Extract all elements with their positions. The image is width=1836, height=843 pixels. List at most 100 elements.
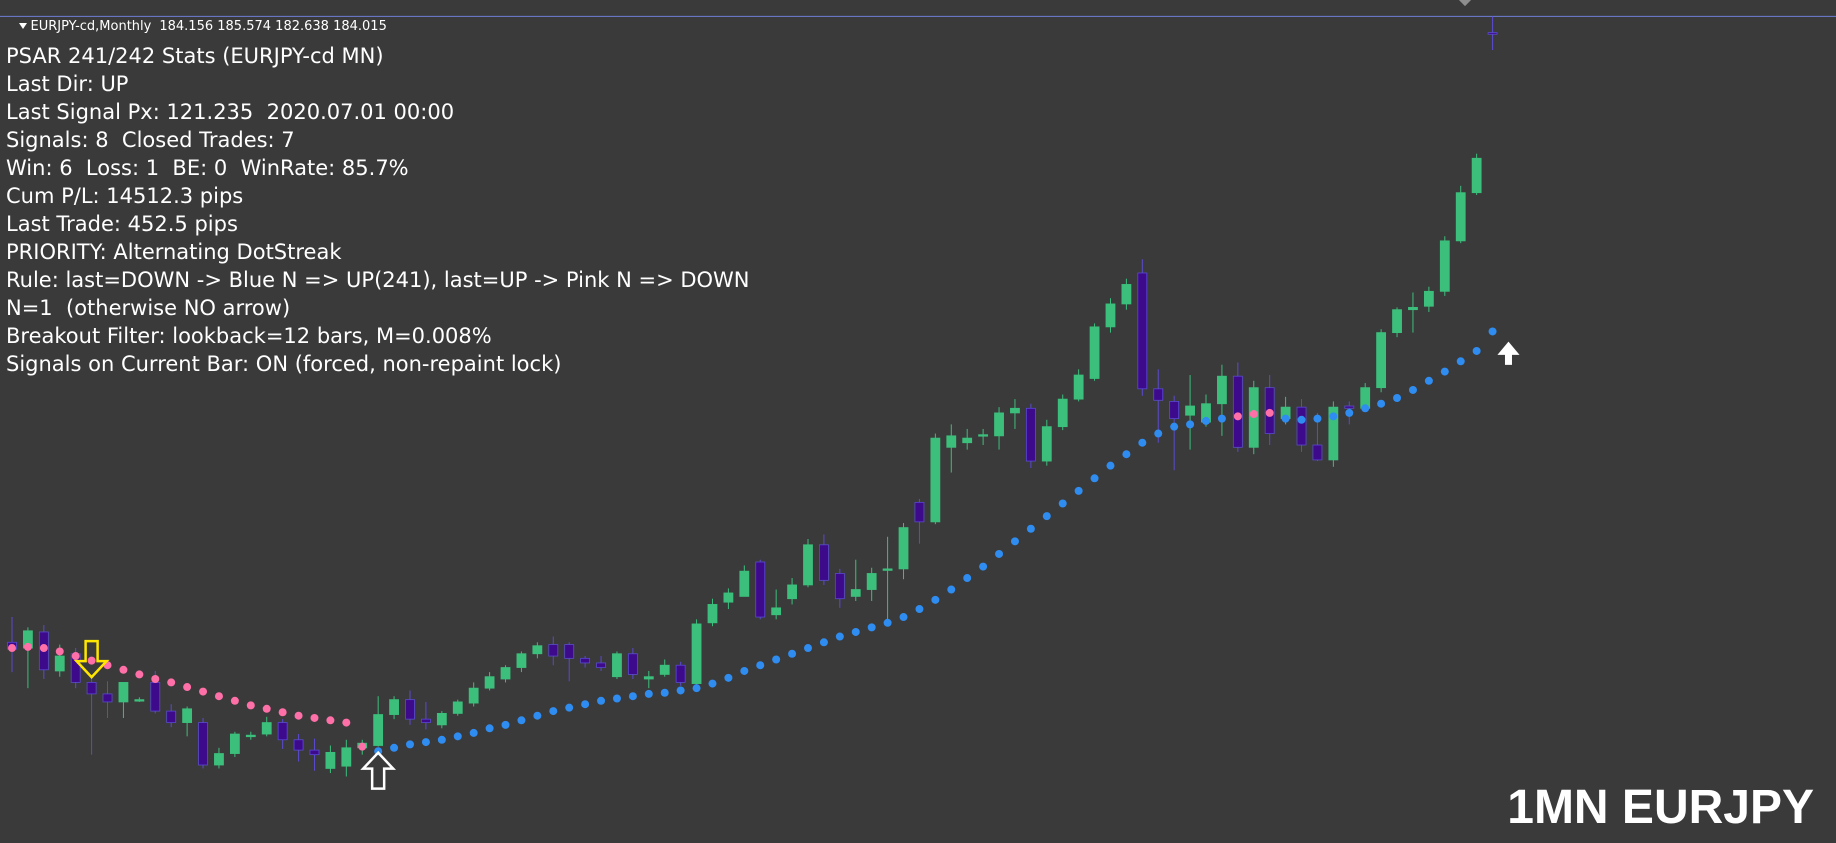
candle-body	[1439, 240, 1450, 292]
psar-dot-bull	[1488, 327, 1497, 336]
candle	[787, 578, 797, 605]
candle	[882, 536, 893, 624]
candle	[102, 681, 113, 718]
candle	[134, 697, 145, 702]
candle-body	[1455, 192, 1466, 242]
candle	[627, 648, 638, 679]
psar-dot-bull	[867, 623, 876, 632]
psar-dot-bull	[660, 688, 669, 697]
candle	[1073, 369, 1084, 402]
candle-body	[54, 655, 65, 672]
candle-body	[452, 701, 463, 714]
candle	[1471, 153, 1482, 195]
candle	[675, 661, 686, 686]
candle-body	[516, 653, 527, 668]
candle	[1328, 401, 1339, 467]
candle	[214, 747, 224, 769]
psar-dot-bull	[1472, 346, 1481, 355]
psar-dot-bull	[1217, 414, 1226, 423]
psar-dot-bull	[453, 732, 462, 741]
candle-body	[214, 753, 224, 766]
candle-body	[1137, 272, 1148, 390]
psar-dot-bull	[979, 562, 988, 571]
candle	[1010, 399, 1020, 429]
candle-body	[229, 733, 240, 754]
candle	[1041, 419, 1052, 466]
psar-dot-bear	[294, 711, 303, 720]
candle-body	[373, 714, 384, 746]
candle	[564, 642, 575, 682]
psar-dot-bear	[214, 692, 223, 701]
psar-dots	[8, 327, 1497, 756]
candle	[866, 567, 877, 601]
candle	[1423, 286, 1434, 312]
psar-dot-bull	[644, 689, 653, 698]
psar-dot-bull	[1058, 499, 1067, 508]
candle-body	[1392, 309, 1402, 334]
psar-dot-bull	[485, 724, 494, 733]
stats-win-loss: Win: 6 Loss: 1 BE: 0 WinRate: 85.7%	[6, 156, 409, 180]
candle-body	[803, 544, 813, 586]
candle	[771, 589, 782, 620]
psar-dot-bull	[1377, 399, 1386, 408]
candle	[452, 699, 463, 716]
psar-dot-bear	[278, 708, 287, 717]
candle	[468, 682, 479, 707]
candle	[1455, 185, 1466, 244]
candle-body	[675, 664, 686, 683]
candle-body	[102, 693, 113, 703]
candle-body	[580, 657, 591, 664]
candle-body	[898, 527, 909, 570]
candle-body	[787, 584, 797, 600]
psar-dot-bull	[533, 711, 542, 720]
candle	[755, 559, 766, 620]
psar-dot-bear	[71, 652, 80, 661]
stats-cum-pl: Cum P/L: 14512.3 pips	[6, 184, 244, 208]
candle-body	[882, 568, 893, 571]
buy-arrow-icon	[360, 750, 397, 790]
symbol-timeframe: EURJPY-cd,Monthly	[30, 19, 152, 34]
candle-body	[532, 645, 543, 655]
psar-dot-bear	[199, 687, 208, 696]
candle	[1217, 364, 1227, 436]
candle-body	[1153, 388, 1164, 401]
collapse-triangle-icon[interactable]	[18, 23, 27, 29]
candle-body	[468, 687, 479, 704]
candle	[819, 534, 829, 585]
psar-dot-bull	[1329, 412, 1338, 421]
candle-body	[421, 718, 431, 723]
candle	[707, 598, 718, 627]
psar-dot-bull	[692, 684, 701, 693]
candle	[86, 676, 97, 755]
candle	[548, 636, 559, 666]
psar-dot-bull	[708, 679, 717, 688]
candle	[1169, 395, 1180, 471]
candle-body	[1423, 290, 1434, 307]
candle-body	[1408, 306, 1418, 311]
signal-arrows	[73, 341, 1520, 790]
candle-body	[389, 699, 399, 715]
ohlc-high: 185.574	[217, 19, 272, 34]
psar-dot-bull	[724, 673, 733, 682]
candle-body	[1025, 407, 1036, 462]
candle	[1057, 394, 1068, 431]
candle	[803, 539, 813, 588]
candle	[978, 428, 989, 446]
psar-dot-bear	[135, 670, 144, 679]
candle	[1105, 298, 1116, 333]
candle	[484, 672, 495, 691]
stats-breakout-filter: Breakout Filter: lookback=12 bars, M=0.0…	[6, 324, 492, 348]
psar-dot-bear	[1265, 408, 1274, 417]
psar-dot-bull	[1281, 414, 1290, 423]
psar-dot-bear	[87, 656, 96, 665]
candle-body	[994, 412, 1004, 437]
psar-dot-bull	[915, 605, 924, 614]
psar-dot-bear	[39, 644, 48, 653]
psar-dot-bull	[1042, 512, 1051, 521]
psar-dot-bull	[1074, 486, 1083, 495]
candle-body	[134, 699, 145, 702]
candle	[341, 739, 352, 777]
candle	[325, 745, 336, 774]
